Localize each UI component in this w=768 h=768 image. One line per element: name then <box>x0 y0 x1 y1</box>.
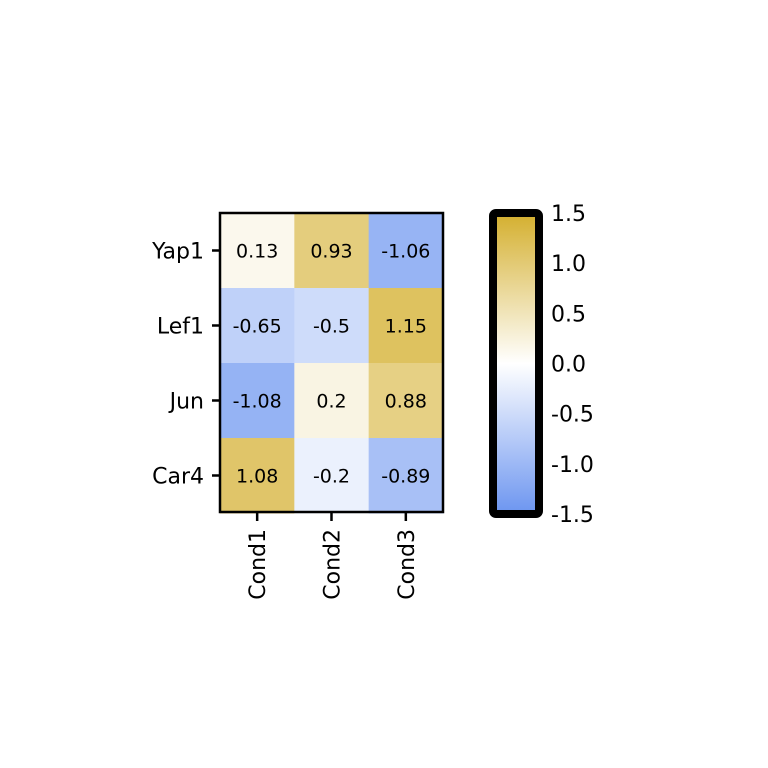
column-label-cond2: Cond2 <box>320 529 345 600</box>
heatmap-cell-jun-cond3 <box>368 363 444 439</box>
heatmap-cell-yap1-cond3 <box>368 213 444 289</box>
colorbar-tick-label: -0.5 <box>551 403 594 428</box>
colorbar-gradient <box>489 209 543 518</box>
row-label-car4: Car4 <box>152 465 204 490</box>
colorbar-tick-label: 0.5 <box>551 302 586 327</box>
row-label-jun: Jun <box>168 390 204 415</box>
cell-value-label: 0.88 <box>385 391 427 413</box>
column-label-cond3: Cond3 <box>395 529 420 600</box>
cell-value-label: -0.2 <box>313 466 350 488</box>
colorbar-tick-label: 0.0 <box>551 353 586 378</box>
heatmap-cell-jun-cond2 <box>294 363 370 439</box>
heatmap-cells: 0.13 0.93 -1.06 -0.65 -0.5 1.15 -1.08 0.2 0.88 1.… <box>220 213 444 514</box>
heatmap-cell-jun-cond1 <box>220 363 295 439</box>
heatmap-cell-lef1-cond2 <box>294 288 370 364</box>
column-label-cond1: Cond1 <box>246 529 271 600</box>
cell-value-label: 1.08 <box>236 466 278 488</box>
cell-value-label: -0.89 <box>381 466 430 488</box>
cell-value-label: -1.06 <box>381 241 430 263</box>
heatmap-cell-yap1-cond1 <box>220 213 295 289</box>
colorbar-tick-label: -1.5 <box>551 503 594 528</box>
cell-value-label: -0.5 <box>313 316 350 338</box>
cell-value-label: 0.93 <box>310 241 352 263</box>
colorbar <box>489 209 543 518</box>
heatmap-frame <box>218 211 445 514</box>
cell-value-label: 1.15 <box>385 316 427 338</box>
row-label-lef1: Lef1 <box>157 315 204 340</box>
cell-value-label: 0.13 <box>236 241 278 263</box>
colorbar-ticks: 1.5 1.0 0.5 0.0 -0.5 -1.0 -1.5 <box>551 202 594 528</box>
heatmap-cell-car4-cond3 <box>368 438 444 514</box>
cell-value-label: 0.2 <box>316 391 346 413</box>
heatmap-cell-car4-cond2 <box>294 438 370 514</box>
colorbar-tick-label: 1.0 <box>551 252 586 277</box>
colorbar-tick-label: -1.0 <box>551 453 594 478</box>
heatmap-cell-lef1-cond3 <box>368 288 444 364</box>
row-labels: Yap1 Lef1 Jun Car4 <box>151 240 220 490</box>
cell-value-label: -0.65 <box>233 316 282 338</box>
row-label-yap1: Yap1 <box>151 240 204 265</box>
heatmap-cell-car4-cond1 <box>220 438 295 514</box>
cell-value-label: -1.08 <box>233 391 282 413</box>
heatmap-cell-yap1-cond2 <box>294 213 370 289</box>
heatmap-cell-lef1-cond1 <box>220 288 295 364</box>
colorbar-tick-label: 1.5 <box>551 202 586 227</box>
column-labels: Cond1 Cond2 Cond3 <box>246 513 420 600</box>
